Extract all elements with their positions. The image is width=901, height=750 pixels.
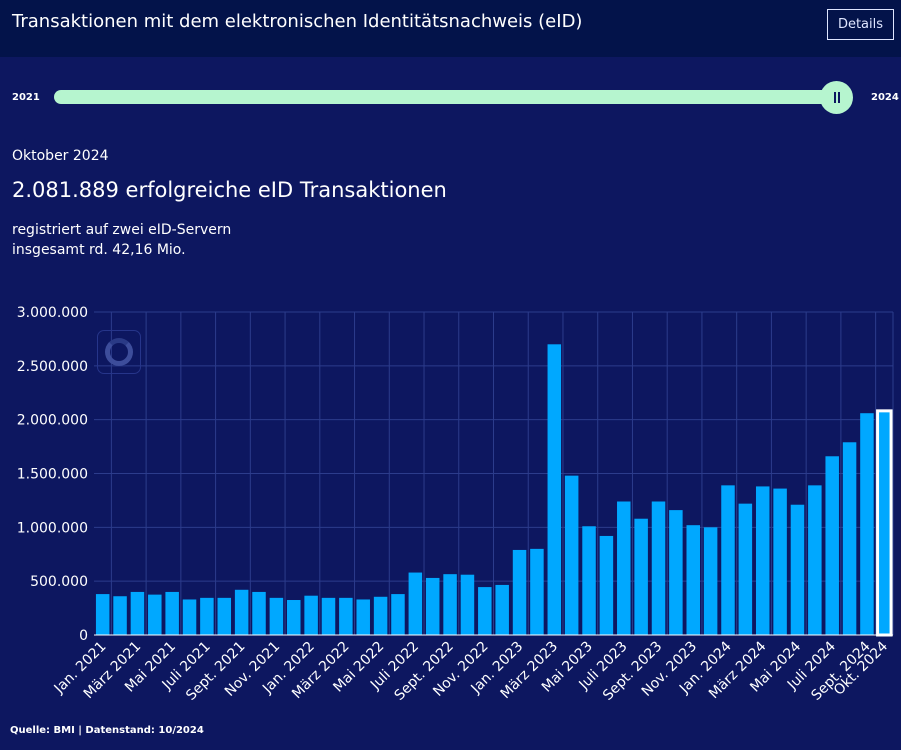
bar — [165, 591, 179, 635]
timeline-slider-track[interactable] — [54, 90, 844, 104]
bar — [425, 577, 440, 635]
bar — [113, 596, 127, 635]
bar — [252, 591, 266, 635]
bar — [408, 572, 423, 635]
source-note: Quelle: BMI | Datenstand: 10/2024 — [10, 725, 204, 736]
bar — [860, 413, 874, 635]
bar — [373, 596, 388, 635]
bar — [738, 503, 753, 635]
bar — [182, 599, 197, 635]
bar — [304, 595, 318, 635]
bar — [825, 456, 839, 635]
bar — [460, 574, 475, 635]
transaction-count-headline: 2.081.889 erfolgreiche eID Transaktionen — [12, 178, 447, 202]
current-month-label: Oktober 2024 — [12, 148, 109, 164]
bar — [478, 587, 492, 635]
bar — [495, 584, 509, 635]
bar — [530, 548, 544, 635]
bar — [686, 525, 700, 635]
bar — [269, 597, 284, 635]
server-note: registriert auf zwei eID-Servern — [12, 222, 232, 238]
details-button[interactable]: Details — [827, 9, 894, 40]
bar — [200, 597, 214, 635]
page-title: Transaktionen mit dem elektronischen Ide… — [12, 11, 583, 32]
timeline-play-pause-button[interactable] — [820, 81, 853, 114]
slider-start-label: 2021 — [12, 92, 40, 103]
bar — [634, 518, 648, 635]
bar — [721, 485, 735, 635]
bar — [617, 501, 631, 635]
y-tick-label: 500.000 — [30, 574, 88, 590]
bar — [842, 442, 857, 635]
bar — [755, 486, 770, 635]
bar-chart: 0 500.000 1.000.000 1.500.000 2.000.000 2.500… — [17, 305, 894, 704]
bar — [130, 591, 145, 635]
bar — [148, 594, 162, 635]
header-bar: Transaktionen mit dem elektronischen Ide… — [0, 0, 901, 57]
bar — [703, 527, 718, 635]
bar — [234, 589, 249, 635]
y-tick-label: 1.500.000 — [17, 467, 88, 483]
y-tick-label: 3.000.000 — [17, 305, 88, 321]
slider-end-label: 2024 — [871, 92, 899, 103]
bar — [651, 501, 666, 635]
y-tick-label: 2.500.000 — [17, 359, 88, 375]
y-tick-label: 2.000.000 — [17, 413, 88, 429]
bar — [582, 526, 596, 635]
bar — [95, 594, 110, 635]
bar — [599, 535, 614, 635]
bar — [547, 344, 562, 635]
y-tick-label: 0 — [79, 628, 88, 644]
bar — [321, 597, 336, 635]
bar — [512, 549, 527, 635]
loading-spinner-icon — [97, 330, 141, 374]
pause-icon — [833, 92, 841, 103]
bar — [808, 485, 822, 635]
bar — [790, 504, 805, 635]
y-tick-label: 1.000.000 — [17, 520, 88, 536]
bar — [217, 597, 232, 635]
bar — [443, 574, 457, 635]
bar — [356, 599, 370, 635]
bar — [339, 597, 353, 635]
bar — [287, 600, 301, 635]
bar — [773, 488, 787, 635]
bar — [669, 510, 683, 635]
bar — [564, 475, 579, 635]
bar — [391, 594, 405, 635]
bar — [876, 409, 893, 637]
total-note: insgesamt rd. 42,16 Mio. — [12, 242, 186, 258]
